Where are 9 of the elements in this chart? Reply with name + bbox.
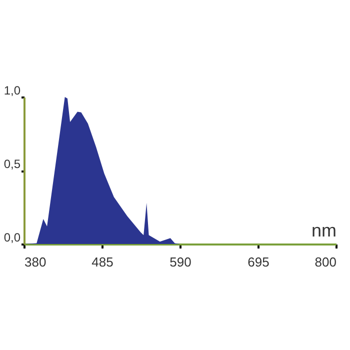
y-tick-label: 0,0 [4,230,21,244]
x-tick-label: 485 [92,254,114,270]
x-tick-label: 590 [170,254,192,270]
y-tick-label: 1,0 [4,84,21,98]
y-tick-label: 0,5 [4,157,21,171]
x-axis-title: nm [311,220,336,240]
x-tick-label: 800 [314,254,336,270]
x-tick-label: 380 [24,254,46,270]
x-tick-label: 695 [248,254,270,270]
